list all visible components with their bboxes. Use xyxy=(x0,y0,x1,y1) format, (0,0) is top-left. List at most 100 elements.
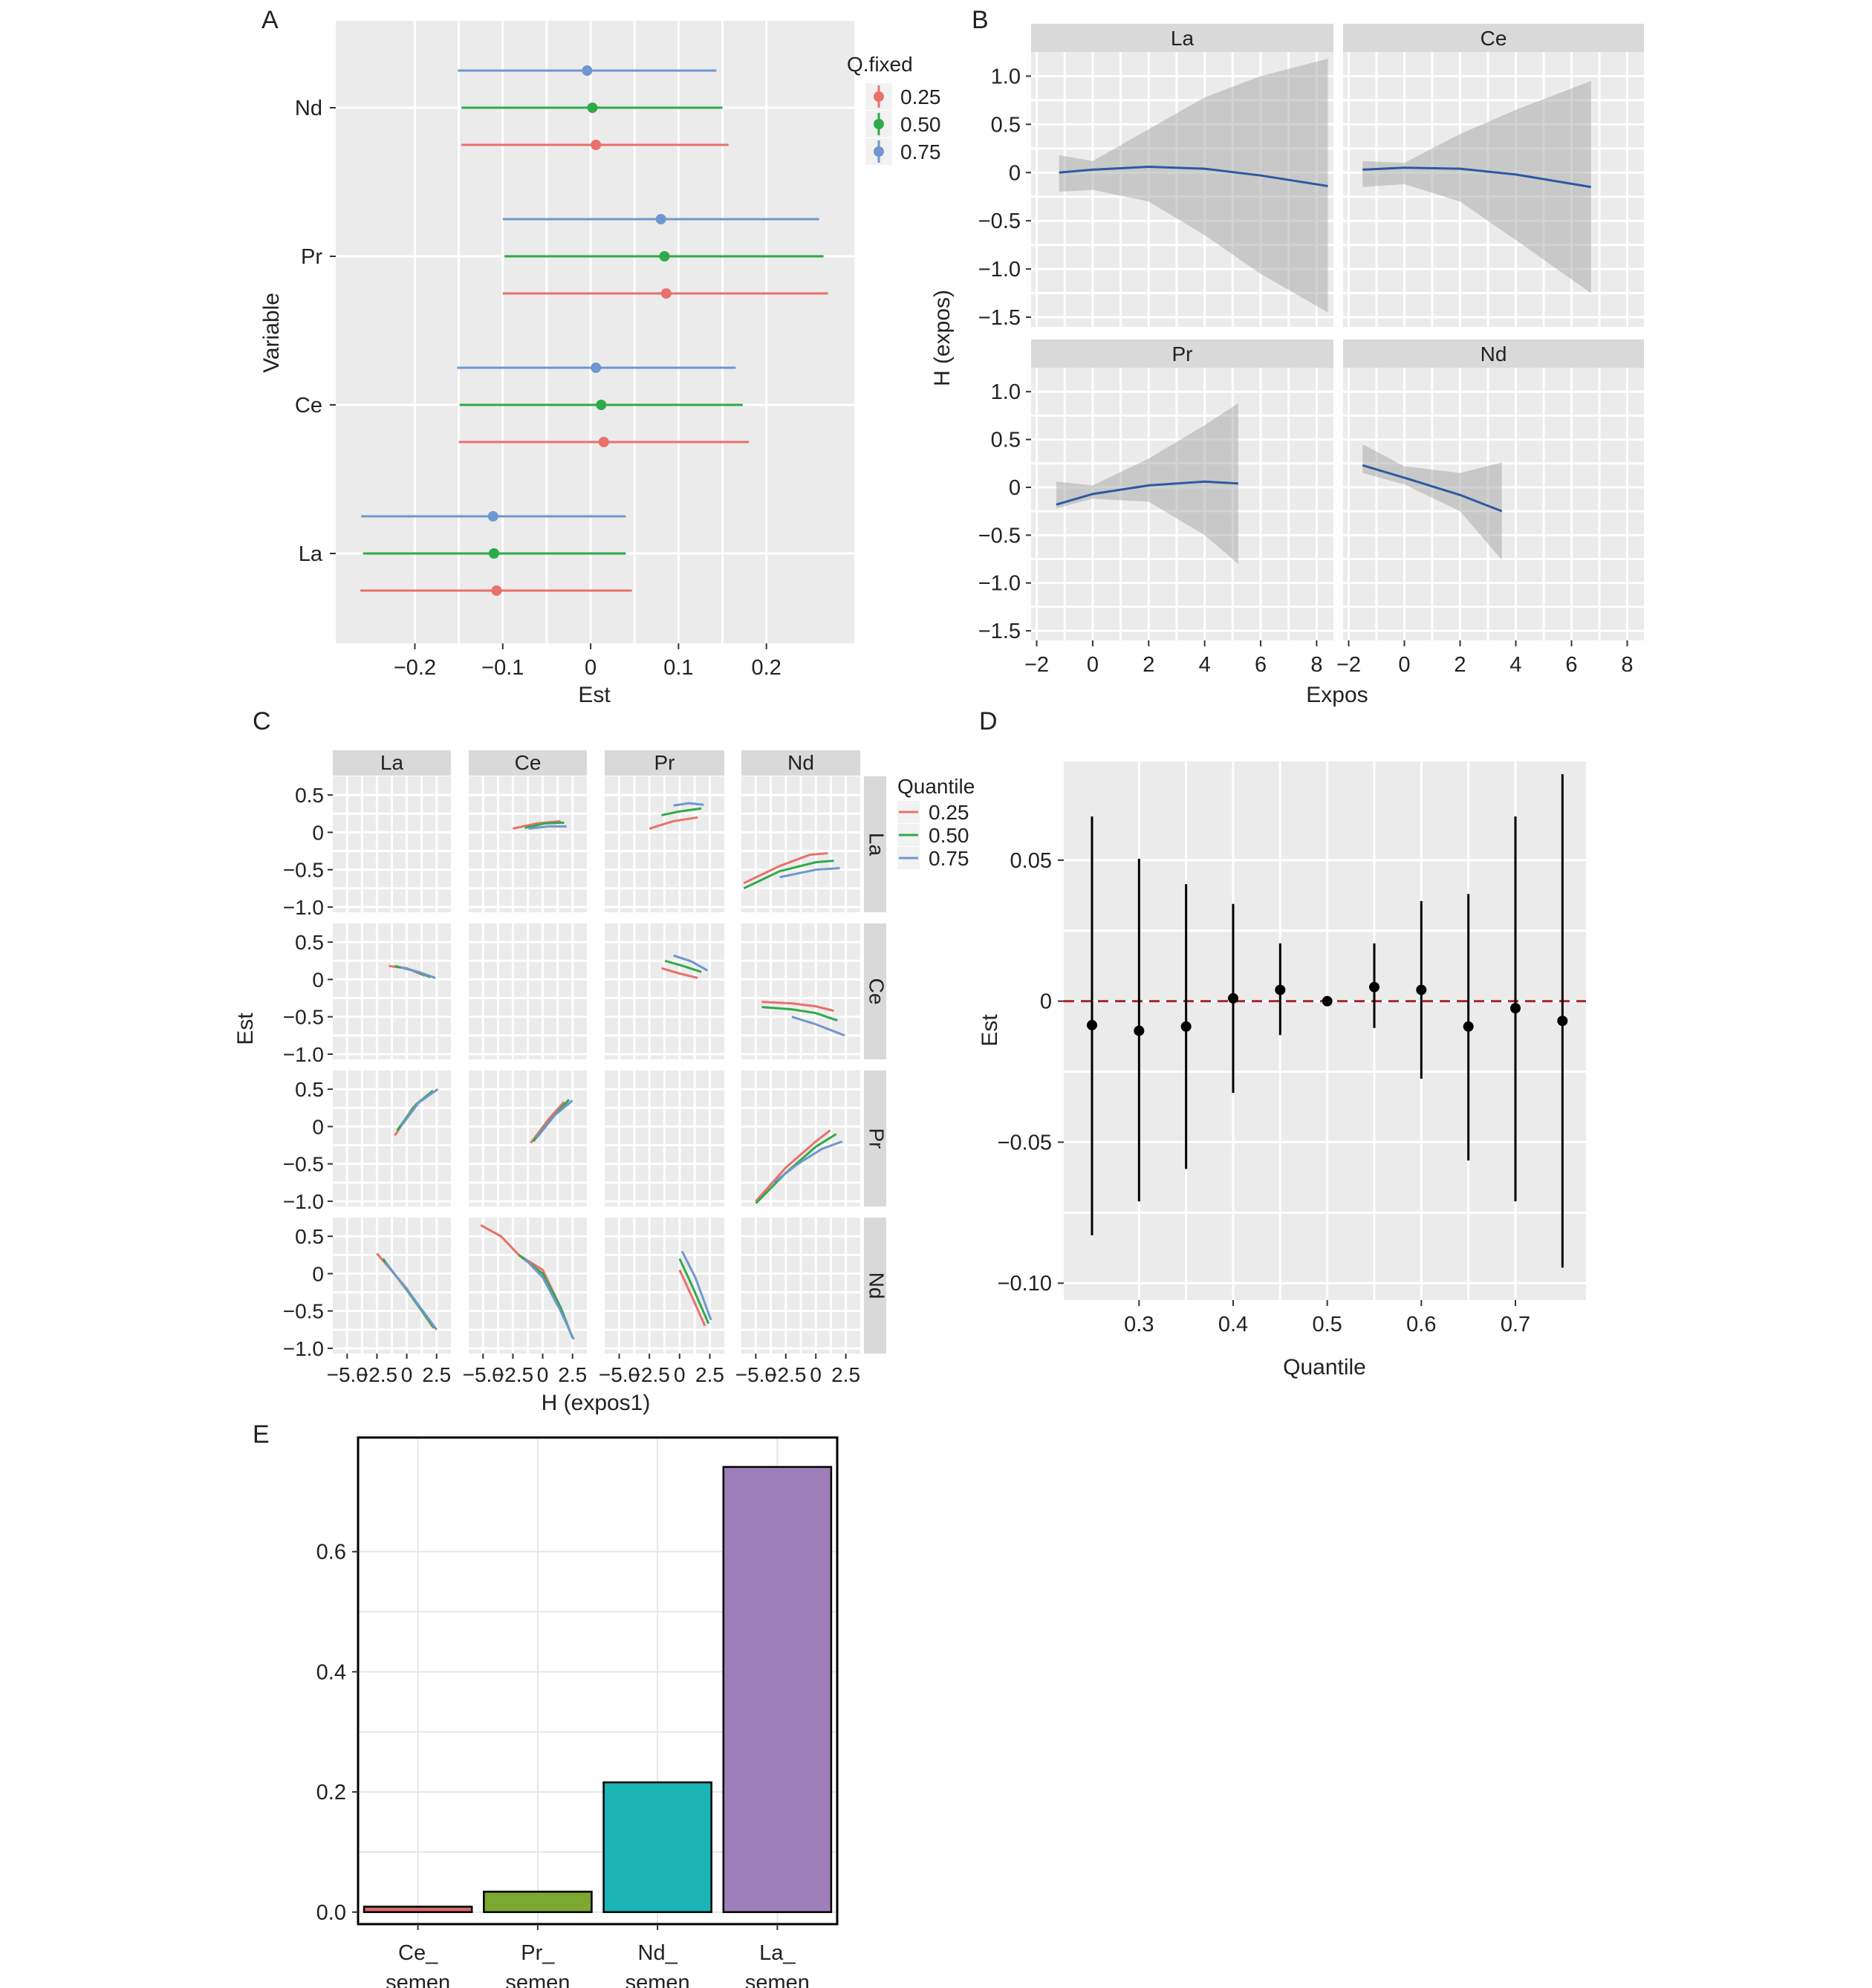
panel-c-y-tick-label: −0.5 xyxy=(283,859,324,882)
panel-c-x-tick-label: 2.5 xyxy=(422,1363,451,1386)
panel-b-strip xyxy=(1343,24,1644,52)
panel-a-legend-key-point xyxy=(874,119,884,129)
panel-c-curve xyxy=(680,1250,712,1321)
panel-e-bar xyxy=(483,1891,593,1914)
panel-letter-e: E xyxy=(253,1420,270,1449)
panel-d-x-tick-label: 0.7 xyxy=(1501,1313,1530,1336)
panel-c-x-tick-label: −2.5 xyxy=(357,1363,397,1386)
panel-c-y-tick-label: 0 xyxy=(312,1115,324,1138)
panel-b-strip xyxy=(1031,24,1333,52)
panel-a-point xyxy=(582,65,593,76)
panel-b-y-tick-label: −1.0 xyxy=(978,258,1021,282)
panel-a-x-tick-label: −0.1 xyxy=(481,656,524,680)
panel-d-point xyxy=(1416,984,1427,995)
panel-e-x-tick-label: La_ xyxy=(759,1941,796,1965)
panel-c-curve xyxy=(673,954,708,972)
panel-c-col-strip xyxy=(605,750,724,776)
panel-d-point xyxy=(1134,1025,1145,1036)
panel-d-y-tick-label: 0.05 xyxy=(1010,849,1052,873)
panel-b-y-tick-label: −0.5 xyxy=(978,209,1021,233)
panel-e-x-tick-label: semen xyxy=(625,1971,690,1988)
panel-d-point xyxy=(1180,1021,1192,1032)
panel-e-bar xyxy=(602,1781,712,1914)
panel-d-point xyxy=(1463,1021,1474,1032)
panel-c-curve xyxy=(530,1101,565,1144)
panel-b-strip xyxy=(1031,340,1333,368)
panel-c-x-tick-label: −5.0 xyxy=(599,1363,640,1386)
panel-b-y-tick-label: −1.5 xyxy=(978,620,1021,643)
panel-c-col-strip-label: Pr xyxy=(654,751,675,774)
panel-c-curve xyxy=(649,816,698,830)
panel-c-curve xyxy=(773,1140,843,1184)
panel-a-point xyxy=(491,585,502,596)
panel-a-y-tick-label: La xyxy=(299,542,323,566)
panel-a-point xyxy=(487,511,498,522)
panel-b-fit-line xyxy=(1056,480,1238,506)
panel-a-point xyxy=(655,214,666,224)
panel-b-x-tick-label: 4 xyxy=(1199,653,1211,677)
panel-c-col-strip xyxy=(741,750,860,776)
panel-b-y-tick-label: 1.0 xyxy=(991,65,1021,88)
panel-c-curve xyxy=(791,1016,845,1037)
panel-b-strip-label: Ce xyxy=(1481,27,1507,50)
panel-a-y-tick-label: Ce xyxy=(295,394,322,418)
panel-letter-b: B xyxy=(972,6,989,34)
panel-d-x-tick-label: 0.6 xyxy=(1406,1313,1436,1336)
panel-c-x-tick-label: −2.5 xyxy=(493,1363,533,1386)
panel-c-x-tick-label: 2.5 xyxy=(695,1363,724,1386)
panel-a-legend-label: 0.50 xyxy=(900,113,941,136)
panel-d-point xyxy=(1369,981,1379,993)
panel-c-curve xyxy=(743,860,834,890)
panel-e-x-tick-label: Ce_ xyxy=(398,1941,438,1965)
panel-a-y-tick-label: Nd xyxy=(295,97,322,120)
panel-e-x-tick-label: Pr_ xyxy=(521,1941,555,1965)
panel-c-legend-label: 0.75 xyxy=(929,847,969,870)
panel-a-background xyxy=(336,21,854,643)
panel-c-y-tick-label: 0.5 xyxy=(295,784,324,807)
panel-e-x-tick-label: semen xyxy=(745,1971,810,1988)
panel-b-x-tick-label: 0 xyxy=(1398,653,1410,677)
panel-c-col-strip-label: La xyxy=(380,751,404,774)
panel-c-curve xyxy=(524,821,565,829)
panel-b-strip-label: La xyxy=(1171,27,1195,50)
panel-c-curve xyxy=(743,852,828,885)
panel-c-y-tick-label: 0 xyxy=(312,1262,324,1285)
panel-c-y-title: Est xyxy=(233,1013,258,1045)
panel-c-y-tick-label: −1.0 xyxy=(283,896,324,919)
panel-a-x-tick-label: 0.2 xyxy=(752,656,781,680)
panel-e-bar xyxy=(363,1906,473,1914)
panel-a-point xyxy=(488,548,499,559)
panel-d-point xyxy=(1275,984,1286,995)
panel-b-strip-label: Pr xyxy=(1172,342,1193,366)
panel-c-curve xyxy=(678,1258,710,1325)
panel-c-curve xyxy=(761,1006,838,1022)
panel-b-y-tick-label: −1.0 xyxy=(978,572,1021,596)
panel-c-row-strip xyxy=(864,1071,886,1206)
panel-c-y-tick-label: −1.0 xyxy=(283,1337,324,1360)
panel-e-y-tick-label: 0.2 xyxy=(316,1781,346,1805)
panel-a-legend-title: Q.fixed xyxy=(847,53,913,76)
panel-c-row-strip xyxy=(864,923,886,1059)
panel-c-x-tick-label: −5.0 xyxy=(735,1363,776,1386)
panel-b-y-tick-label: 0.5 xyxy=(991,113,1021,137)
panel-c-curve xyxy=(678,1269,706,1327)
panel-letter-c: C xyxy=(253,707,271,735)
panel-c-x-tick-label: −2.5 xyxy=(765,1363,806,1386)
panel-c-col-strip-label: Ce xyxy=(515,751,542,774)
panel-c-curve xyxy=(528,825,567,830)
panel-c-curve xyxy=(400,1088,439,1128)
panel-b-fit-line xyxy=(1362,464,1503,513)
panel-b-x-tick-label: −2 xyxy=(1336,653,1361,677)
panel-d-x-title: Quantile xyxy=(1283,1355,1366,1380)
panel-b-y-tick-label: 1.0 xyxy=(991,380,1021,404)
panel-c-x-tick-label: 2.5 xyxy=(558,1363,587,1386)
panel-c-legend-label: 0.25 xyxy=(929,801,969,824)
panel-d-y-tick-label: −0.10 xyxy=(998,1272,1052,1296)
panel-c-y-tick-label: −1.0 xyxy=(283,1043,324,1066)
panel-c-row-strip xyxy=(864,1218,886,1354)
panel-a-y-tick-label: Pr xyxy=(301,245,322,269)
panel-c-x-title: H (expos1) xyxy=(542,1391,651,1415)
panel-b-fit-line xyxy=(1059,165,1328,187)
panel-d-x-tick-label: 0.5 xyxy=(1313,1313,1342,1336)
panel-a-legend-key-point xyxy=(874,91,884,102)
